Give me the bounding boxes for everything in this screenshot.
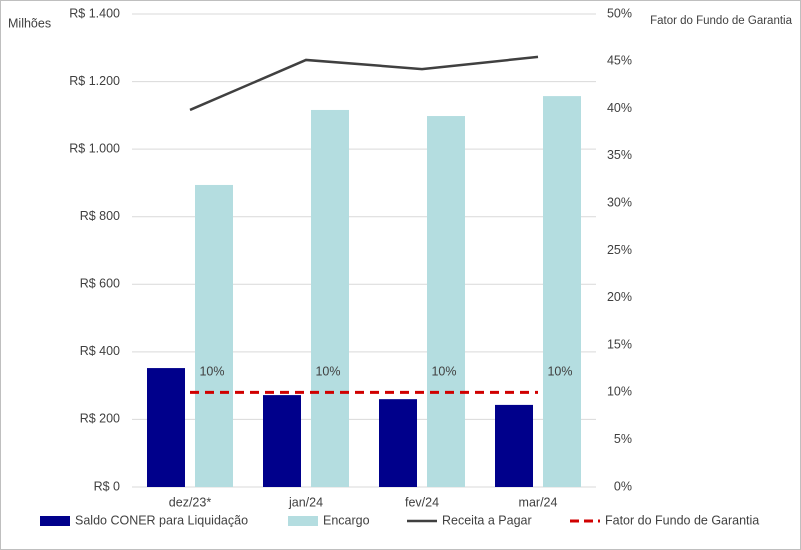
legend-label: Encargo xyxy=(323,513,370,527)
y2-tick-label: 15% xyxy=(607,337,632,351)
y-axis-label: Milhões xyxy=(8,16,51,30)
bar xyxy=(147,368,185,487)
y2-axis-label: Fator do Fundo de Garantia xyxy=(650,15,793,27)
x-tick-label: jan/24 xyxy=(288,495,323,509)
data-label: 10% xyxy=(199,365,224,379)
bar xyxy=(311,109,349,488)
y-tick-label: R$ 800 xyxy=(80,209,120,223)
bar xyxy=(543,96,581,487)
legend-swatch xyxy=(288,516,318,526)
y-tick-label: R$ 400 xyxy=(80,344,120,358)
bar xyxy=(195,184,233,487)
y2-tick-label: 35% xyxy=(607,148,632,162)
y-tick-label: R$ 0 xyxy=(94,479,120,493)
bar xyxy=(427,116,465,487)
y2-tick-label: 50% xyxy=(607,6,632,20)
y2-tick-label: 30% xyxy=(607,195,632,209)
bar xyxy=(263,395,301,487)
bar xyxy=(379,399,417,487)
x-tick-label: fev/24 xyxy=(405,495,439,509)
line-series xyxy=(189,55,539,112)
legend-swatch xyxy=(40,516,70,526)
legend-label: Receita a Pagar xyxy=(442,513,532,527)
y2-tick-label: 45% xyxy=(607,54,632,68)
y-tick-label: R$ 600 xyxy=(80,277,120,291)
y2-tick-label: 0% xyxy=(614,479,632,493)
legend-label: Fator do Fundo de Garantia xyxy=(605,513,759,527)
y2-tick-label: 10% xyxy=(607,385,632,399)
y-tick-label: R$ 1.400 xyxy=(69,6,120,20)
x-tick-label: mar/24 xyxy=(519,495,558,509)
y-tick-label: R$ 1.200 xyxy=(69,74,120,88)
data-label: 10% xyxy=(547,365,572,379)
bar xyxy=(495,404,533,487)
y2-tick-label: 25% xyxy=(607,243,632,257)
y-tick-label: R$ 200 xyxy=(80,412,120,426)
x-tick-label: dez/23* xyxy=(169,495,212,509)
y2-tick-label: 5% xyxy=(614,432,632,446)
legend-label: Saldo CONER para Liquidação xyxy=(75,513,248,527)
y2-tick-label: 20% xyxy=(607,290,632,304)
data-label: 10% xyxy=(431,365,456,379)
y-tick-label: R$ 1.000 xyxy=(69,141,120,155)
data-label: 10% xyxy=(315,365,340,379)
y2-tick-label: 40% xyxy=(607,101,632,115)
